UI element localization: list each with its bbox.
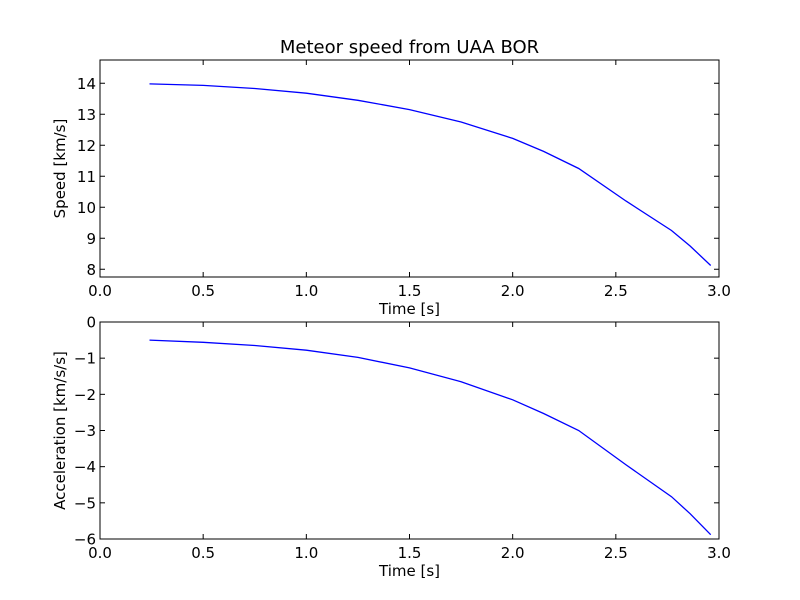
speed-y-tick-label: 8 [86,261,96,279]
accel-y-tick-label: −5 [74,494,96,512]
speed-y-axis-label: Speed [km/s] [51,119,69,219]
speed-x-tick-label: 0.5 [191,282,215,300]
speed-y-tick-label: 9 [86,230,96,248]
speed-series-line [149,83,712,266]
speed-plot: 0.0 0.5 1.0 1.5 2.0 2.5 3.0 8 9 10 11 12 13 14 Time [s… [51,59,731,318]
speed-x-tick-label: 1.0 [294,282,318,300]
accel-y-tick-label: −1 [74,350,96,368]
accel-x-tick-label: 0.0 [88,544,112,562]
accel-series-line [149,339,712,536]
accel-x-axis-label: Time [s] [378,562,440,580]
speed-x-tick-label: 3.0 [707,282,731,300]
accel-x-tick-label: 3.0 [707,544,731,562]
speed-y-tick-label: 13 [77,106,96,124]
speed-x-tick-label: 2.5 [604,282,628,300]
acceleration-plot: 0.0 0.5 1.0 1.5 2.0 2.5 3.0 0 −1 −2 −3 −4 −5 −6 Time [… [51,314,731,581]
accel-x-tick-label: 2.0 [501,544,525,562]
accel-y-tick-label: −6 [74,531,96,549]
accel-axes-frame [99,321,720,540]
speed-x-tick-label: 1.5 [398,282,422,300]
accel-x-tick-label: 2.5 [604,544,628,562]
speed-axes-frame [99,59,720,278]
accel-x-tick-label: 1.5 [398,544,422,562]
speed-y-tick-label: 10 [77,199,96,217]
speed-x-tick-label: 0.0 [88,282,112,300]
speed-x-axis-label: Time [s] [378,300,440,318]
accel-x-tick-label: 0.5 [191,544,215,562]
accel-y-axis-label: Acceleration [km/s/s] [51,351,69,510]
accel-y-tick-label: −3 [74,422,96,440]
speed-y-tick-label: 11 [77,168,96,186]
accel-x-tick-label: 1.0 [294,544,318,562]
chart-title: Meteor speed from UAA BOR [280,37,539,58]
speed-x-tick-label: 2.0 [501,282,525,300]
speed-y-tick-label: 12 [77,137,96,155]
speed-y-tick-label: 14 [77,75,96,93]
accel-y-tick-label: 0 [86,314,96,332]
accel-y-tick-label: −4 [74,458,96,476]
accel-y-tick-label: −2 [74,386,96,404]
